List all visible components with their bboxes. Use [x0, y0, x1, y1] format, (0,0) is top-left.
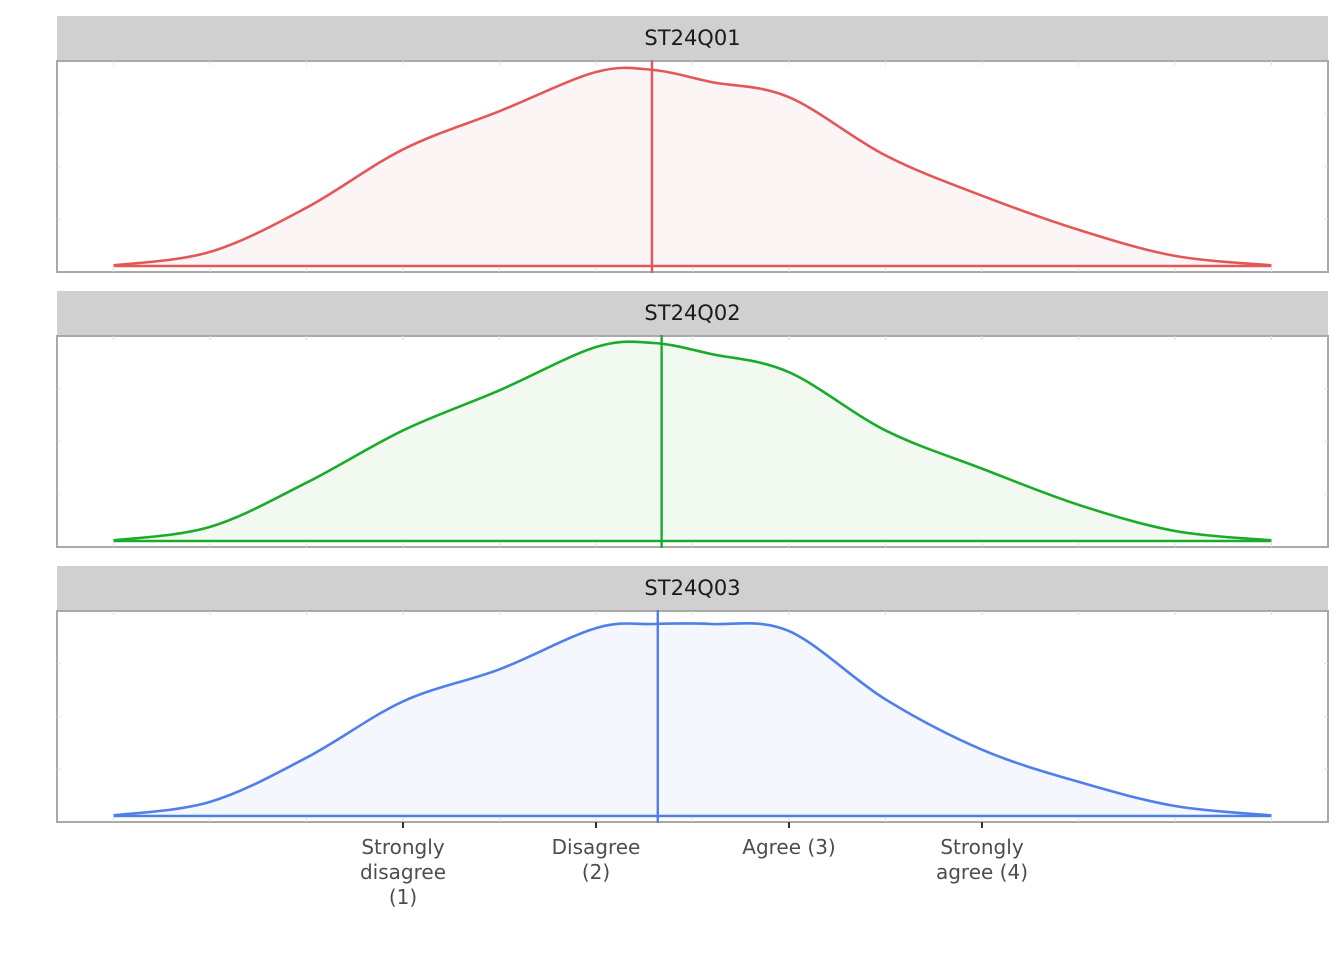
density-area	[113, 623, 1272, 816]
facet-panel-st24q02: ST24Q02	[56, 291, 1329, 548]
x-tick-label: Disagree	[552, 835, 641, 859]
density-curve	[113, 66, 1272, 267]
facet-panel-st24q01: ST24Q01	[56, 16, 1329, 273]
x-tick-label: Agree (3)	[742, 835, 835, 859]
x-tick-label: (2)	[582, 860, 610, 884]
density-area	[113, 341, 1272, 541]
density-curve	[113, 340, 1272, 542]
x-tick-label: Strongly	[940, 835, 1023, 859]
density-area	[113, 67, 1272, 267]
strip-background	[57, 566, 1328, 610]
strip-background	[57, 291, 1328, 335]
strip-background	[57, 16, 1328, 60]
strip-label: ST24Q03	[644, 576, 740, 600]
strip-label: ST24Q01	[644, 26, 740, 50]
density-curve	[113, 622, 1272, 817]
facet-panels: ST24Q01 ST24Q02 ST24Q03	[56, 16, 1329, 823]
x-tick-label: agree (4)	[936, 860, 1028, 884]
x-tick-label: disagree	[360, 860, 446, 884]
x-tick-label: Strongly	[361, 835, 444, 859]
x-tick-label: (1)	[389, 885, 417, 909]
facet-panel-st24q03: ST24Q03	[56, 566, 1329, 823]
strip-label: ST24Q02	[644, 301, 740, 325]
